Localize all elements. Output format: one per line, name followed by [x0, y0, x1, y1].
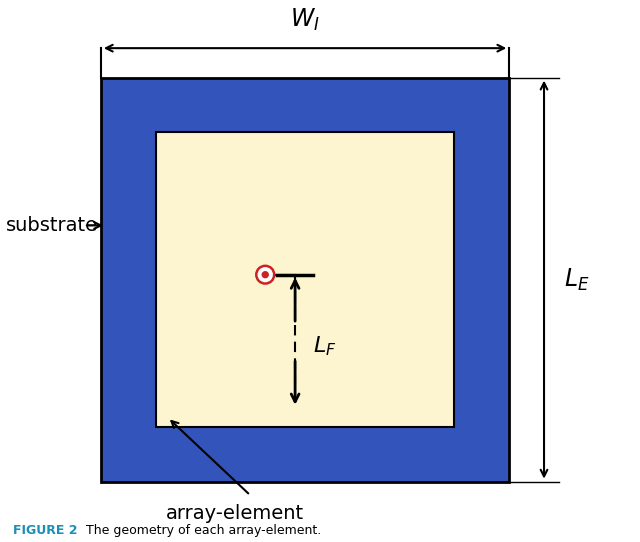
Text: array-element: array-element [166, 504, 305, 522]
Bar [101, 78, 509, 481]
Text: The geometry of each array-element.: The geometry of each array-element. [74, 524, 321, 537]
Text: FIGURE 2: FIGURE 2 [13, 524, 77, 537]
Circle shape [262, 272, 268, 278]
Text: $L_E$: $L_E$ [564, 267, 589, 293]
Text: $W_I$: $W_I$ [290, 7, 320, 34]
Text: substrate: substrate [6, 216, 99, 235]
Circle shape [256, 266, 274, 283]
Bar [156, 132, 454, 427]
Text: $L_F$: $L_F$ [313, 334, 337, 358]
